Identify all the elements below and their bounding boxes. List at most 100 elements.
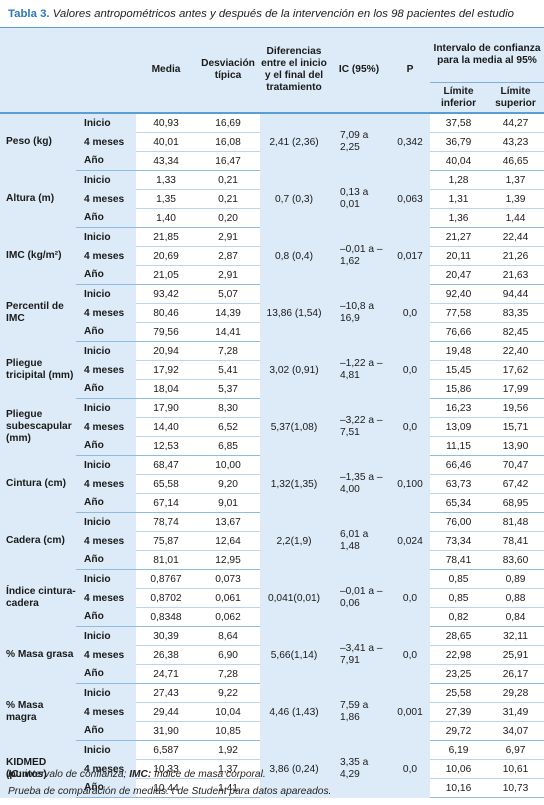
sd-value: 6,52 bbox=[196, 417, 260, 437]
p-value: 0,0 bbox=[402, 649, 418, 661]
media-value: 79,56 bbox=[136, 322, 196, 342]
media-value: 17,92 bbox=[136, 360, 196, 380]
limite-superior-value: 67,42 bbox=[487, 474, 544, 494]
p-value: 0,342 bbox=[397, 136, 423, 148]
p-value: 0,0 bbox=[402, 307, 418, 319]
sd-value: 6,90 bbox=[196, 645, 260, 665]
limite-superior-value: 83,60 bbox=[487, 550, 544, 570]
p-value: 0,0 bbox=[402, 763, 418, 775]
table-row: Cintura (cm) Inicio 68,47 10,00 1,32(1,35) –1… bbox=[0, 455, 544, 495]
period-label: Año bbox=[76, 322, 136, 342]
table-row: Año 24,71 7,28 23,25 26,17 bbox=[0, 664, 544, 684]
ic-value: –3,41 a –7,91 bbox=[340, 643, 383, 666]
sd-value: 9,22 bbox=[196, 683, 260, 703]
limite-superior-value: 34,07 bbox=[487, 721, 544, 741]
sd-value: 0,21 bbox=[196, 170, 260, 190]
media-value: 10,33 bbox=[136, 759, 196, 779]
sd-value: 12,64 bbox=[196, 531, 260, 551]
limite-inferior-value: 0,85 bbox=[430, 588, 487, 608]
period-label: Inicio bbox=[76, 512, 136, 532]
limite-superior-value: 70,47 bbox=[487, 455, 544, 475]
table-row: % Masa grasa Inicio 30,39 8,64 5,66(1,14) –3,… bbox=[0, 626, 544, 666]
limite-inferior-value: 36,79 bbox=[430, 132, 487, 152]
table-row: Año 21,05 2,91 20,47 21,63 bbox=[0, 265, 544, 285]
table-row: Año 79,56 14,41 76,66 82,45 bbox=[0, 322, 544, 342]
header-desviacion: Desviación típica bbox=[196, 28, 260, 114]
ic-value: –0,01 a –0,06 bbox=[340, 586, 383, 609]
period-label: 4 meses bbox=[76, 132, 136, 152]
period-label: Año bbox=[76, 208, 136, 228]
limite-superior-value: 78,41 bbox=[487, 531, 544, 551]
limite-inferior-value: 1,36 bbox=[430, 208, 487, 228]
limite-superior-value: 1,39 bbox=[487, 189, 544, 209]
media-value: 26,38 bbox=[136, 645, 196, 665]
media-value: 68,47 bbox=[136, 455, 196, 475]
table-row: % Masa magra Inicio 27,43 9,22 4,46 (1,43) 7,… bbox=[0, 683, 544, 723]
limite-inferior-value: 65,34 bbox=[430, 493, 487, 513]
variable-label: Percentil de IMC bbox=[6, 301, 64, 324]
difference-value: 2,41 (2,36) bbox=[269, 136, 319, 148]
limite-superior-value: 17,62 bbox=[487, 360, 544, 380]
ic-value: 0,13 a 0,01 bbox=[340, 187, 369, 210]
period-label: 4 meses bbox=[76, 474, 136, 494]
limite-inferior-value: 10,16 bbox=[430, 778, 487, 798]
media-value: 80,46 bbox=[136, 303, 196, 323]
media-value: 65,58 bbox=[136, 474, 196, 494]
limite-inferior-value: 63,73 bbox=[430, 474, 487, 494]
media-value: 27,43 bbox=[136, 683, 196, 703]
table-row: 4 meses 29,44 10,04 27,39 31,49 bbox=[0, 702, 544, 722]
p-value: 0,063 bbox=[397, 193, 423, 205]
sd-value: 2,87 bbox=[196, 246, 260, 266]
difference-value: 4,46 (1,43) bbox=[269, 706, 319, 718]
sd-value: 5,07 bbox=[196, 284, 260, 304]
limite-superior-value: 26,17 bbox=[487, 664, 544, 684]
header-period bbox=[76, 28, 136, 83]
media-value: 40,01 bbox=[136, 132, 196, 152]
sd-value: 5,41 bbox=[196, 360, 260, 380]
limite-inferior-value: 37,58 bbox=[430, 113, 487, 133]
media-value: 0,8702 bbox=[136, 588, 196, 608]
media-value: 0,8348 bbox=[136, 607, 196, 627]
p-value: 0,0 bbox=[402, 592, 418, 604]
limite-superior-value: 22,40 bbox=[487, 341, 544, 361]
limite-superior-value: 43,23 bbox=[487, 132, 544, 152]
variable-label: IMC (kg/m²) bbox=[6, 250, 62, 261]
sd-value: 2,91 bbox=[196, 227, 260, 247]
period-label: 4 meses bbox=[76, 531, 136, 551]
period-label: Inicio bbox=[76, 626, 136, 646]
table-row: Año 67,14 9,01 65,34 68,95 bbox=[0, 493, 544, 513]
period-label: Inicio bbox=[76, 113, 136, 133]
limite-superior-value: 32,11 bbox=[487, 626, 544, 646]
table-row: Año 10,44 1,41 10,16 10,73 bbox=[0, 778, 544, 798]
media-value: 78,74 bbox=[136, 512, 196, 532]
media-value: 18,04 bbox=[136, 379, 196, 399]
period-label: Año bbox=[76, 721, 136, 741]
period-label: Inicio bbox=[76, 398, 136, 418]
sd-value: 9,01 bbox=[196, 493, 260, 513]
anthropometric-table: Media Desviación típica Diferencias entr… bbox=[0, 28, 544, 798]
sd-value: 13,67 bbox=[196, 512, 260, 532]
ic-value: –1,22 a –4,81 bbox=[340, 358, 383, 381]
limite-superior-value: 10,61 bbox=[487, 759, 544, 779]
table-row: 4 meses 75,87 12,64 73,34 78,41 bbox=[0, 531, 544, 551]
media-value: 75,87 bbox=[136, 531, 196, 551]
table-caption: Tabla 3. Valores antropométricos antes y… bbox=[0, 0, 544, 28]
difference-value: 5,37(1,08) bbox=[270, 421, 318, 433]
p-value: 0,0 bbox=[402, 364, 418, 376]
ic-value: 7,09 a 2,25 bbox=[340, 130, 369, 154]
limite-superior-value: 83,35 bbox=[487, 303, 544, 323]
limite-superior-value: 0,89 bbox=[487, 569, 544, 589]
period-label: 4 meses bbox=[76, 702, 136, 722]
media-value: 40,93 bbox=[136, 113, 196, 133]
sd-value: 8,30 bbox=[196, 398, 260, 418]
limite-superior-value: 94,44 bbox=[487, 284, 544, 304]
limite-inferior-value: 1,31 bbox=[430, 189, 487, 209]
table-row: Año 1,40 0,20 1,36 1,44 bbox=[0, 208, 544, 228]
header-diferencias: Diferencias entre el inicio y el final d… bbox=[260, 28, 328, 114]
limite-inferior-value: 40,04 bbox=[430, 151, 487, 171]
period-label: Año bbox=[76, 664, 136, 684]
table-row: 4 meses 20,69 2,87 20,11 21,26 bbox=[0, 246, 544, 266]
limite-inferior-value: 66,46 bbox=[430, 455, 487, 475]
footnote-line-1: IC: intervalo de confianza; IMC: Índice … bbox=[8, 769, 266, 780]
header-intervalo: Intervalo de confianza para la media al … bbox=[430, 28, 544, 83]
